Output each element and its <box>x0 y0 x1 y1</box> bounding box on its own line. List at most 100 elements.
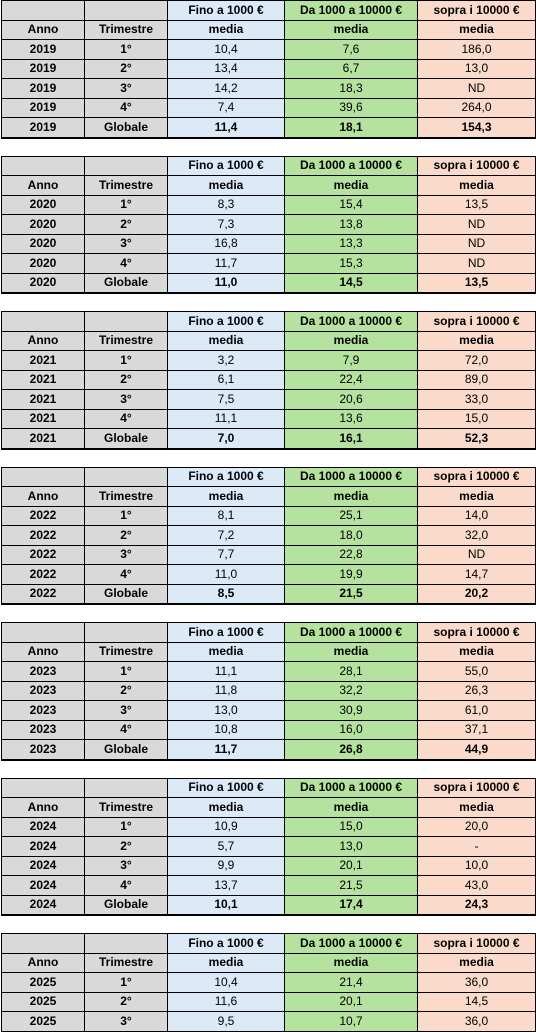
value-fino-1000: 16,8 <box>167 233 285 254</box>
trimestre-cell: 3° <box>84 78 168 99</box>
value-1000-10000: 6,7 <box>284 58 418 79</box>
anno-cell: 2023 <box>1 700 85 721</box>
anno-cell: 2022 <box>1 583 85 605</box>
table-row-total: 2023 Globale 11,7 26,8 44,9 <box>1 739 536 761</box>
anno-cell: 2023 <box>1 739 85 761</box>
header-blank-cell <box>1 933 85 954</box>
value-fino-1000: 11,0 <box>167 272 285 294</box>
value-fino-1000: 8,3 <box>167 194 285 215</box>
value-fino-1000: 11,0 <box>167 564 285 585</box>
table-row: 2022 1° 8,1 25,1 14,0 <box>1 505 536 526</box>
value-1000-10000: 25,1 <box>284 505 418 526</box>
value-1000-10000: 26,8 <box>284 739 418 761</box>
header-anno: Anno <box>1 641 85 662</box>
year-table: Fino a 1000 € Da 1000 a 10000 € sopra i 10… <box>1 0 536 139</box>
trimestre-cell: 3° <box>84 544 168 565</box>
value-fino-1000: 9,9 <box>167 855 285 876</box>
table-row-total: 2022 Globale 8,5 21,5 20,2 <box>1 583 536 605</box>
header-col1: Fino a 1000 € <box>167 933 285 954</box>
header-media: media <box>417 486 536 507</box>
header-blank-cell <box>84 155 168 176</box>
table-row: 2019 2° 13,4 6,7 13,0 <box>1 58 536 79</box>
header-media: media <box>284 952 418 973</box>
value-1000-10000: 16,0 <box>284 719 418 740</box>
value-sopra-10000: 13,5 <box>417 194 536 215</box>
header-col2: Da 1000 a 10000 € <box>284 777 418 798</box>
value-1000-10000: 18,3 <box>284 78 418 99</box>
value-1000-10000: 20,1 <box>284 991 418 1012</box>
trimestre-cell: 3° <box>84 233 168 254</box>
value-sopra-10000: 154,3 <box>417 117 536 139</box>
trimestre-cell: 4° <box>84 564 168 585</box>
header-col1: Fino a 1000 € <box>167 311 285 332</box>
value-1000-10000: 21,5 <box>284 583 418 605</box>
header-trimestre: Trimestre <box>84 19 168 40</box>
value-1000-10000: 10,7 <box>284 1011 418 1032</box>
header-anno: Anno <box>1 486 85 507</box>
table-row: 2021 3° 7,5 20,6 33,0 <box>1 389 536 410</box>
anno-cell: 2025 <box>1 1011 85 1032</box>
header-media: media <box>417 952 536 973</box>
trimestre-cell: Globale <box>84 428 168 450</box>
value-sopra-10000: - <box>417 836 536 857</box>
block-gap <box>0 139 536 156</box>
value-sopra-10000: 32,0 <box>417 525 536 546</box>
value-sopra-10000: ND <box>417 78 536 99</box>
trimestre-cell: 2° <box>84 214 168 235</box>
year-table: Fino a 1000 € Da 1000 a 10000 € sopra i 10… <box>1 311 536 450</box>
anno-cell: 2023 <box>1 680 85 701</box>
table-row: 2023 3° 13,0 30,9 61,0 <box>1 700 536 721</box>
header-col3: sopra i 10000 € <box>417 622 536 643</box>
table-row: 2021 4° 11,1 13,6 15,0 <box>1 408 536 429</box>
value-sopra-10000: ND <box>417 233 536 254</box>
value-1000-10000: 32,2 <box>284 680 418 701</box>
table-row: 2022 4° 11,0 19,9 14,7 <box>1 564 536 585</box>
value-fino-1000: 8,1 <box>167 505 285 526</box>
table-row: 2024 4° 13,7 21,5 43,0 <box>1 875 536 896</box>
value-fino-1000: 7,4 <box>167 97 285 118</box>
header-row-ranges: Fino a 1000 € Da 1000 a 10000 € sopra i 10… <box>1 0 536 21</box>
value-sopra-10000: ND <box>417 544 536 565</box>
trimestre-cell: 2° <box>84 58 168 79</box>
value-fino-1000: 10,4 <box>167 972 285 993</box>
value-sopra-10000: 36,0 <box>417 1011 536 1032</box>
value-1000-10000: 13,8 <box>284 214 418 235</box>
table-row: 2020 3° 16,8 13,3 ND <box>1 233 536 254</box>
header-col2: Da 1000 a 10000 € <box>284 0 418 21</box>
trimestre-cell: 2° <box>84 680 168 701</box>
header-anno: Anno <box>1 797 85 818</box>
header-col3: sopra i 10000 € <box>417 933 536 954</box>
value-sopra-10000: 20,2 <box>417 583 536 605</box>
block-gap <box>0 450 536 467</box>
value-sopra-10000: 15,0 <box>417 408 536 429</box>
value-sopra-10000: 14,0 <box>417 505 536 526</box>
table-row: 2024 2° 5,7 13,0- <box>1 836 536 857</box>
trimestre-cell: 2° <box>84 991 168 1012</box>
header-col3: sopra i 10000 € <box>417 777 536 798</box>
value-fino-1000: 11,7 <box>167 253 285 274</box>
value-sopra-10000: 43,0 <box>417 875 536 896</box>
value-fino-1000: 10,9 <box>167 816 285 837</box>
table-row: 2019 4° 7,4 39,6 264,0 <box>1 97 536 118</box>
value-fino-1000: 11,7 <box>167 739 285 761</box>
table-row: 2025 2° 11,6 20,1 14,5 <box>1 991 536 1012</box>
anno-cell: 2020 <box>1 194 85 215</box>
value-sopra-10000: ND <box>417 253 536 274</box>
value-fino-1000: 10,8 <box>167 719 285 740</box>
header-media: media <box>167 19 285 40</box>
header-col3: sopra i 10000 € <box>417 0 536 21</box>
header-blank-cell <box>84 777 168 798</box>
value-sopra-10000: 33,0 <box>417 389 536 410</box>
header-col2: Da 1000 a 10000 € <box>284 311 418 332</box>
value-1000-10000: 7,9 <box>284 350 418 371</box>
anno-cell: 2020 <box>1 253 85 274</box>
anno-cell: 2022 <box>1 525 85 546</box>
value-sopra-10000: 36,0 <box>417 972 536 993</box>
trimestre-cell: 1° <box>84 661 168 682</box>
header-media: media <box>417 330 536 351</box>
header-media: media <box>167 952 285 973</box>
value-1000-10000: 15,3 <box>284 253 418 274</box>
trimestre-cell: 2° <box>84 836 168 857</box>
anno-cell: 2020 <box>1 233 85 254</box>
trimestre-cell: Globale <box>84 739 168 761</box>
